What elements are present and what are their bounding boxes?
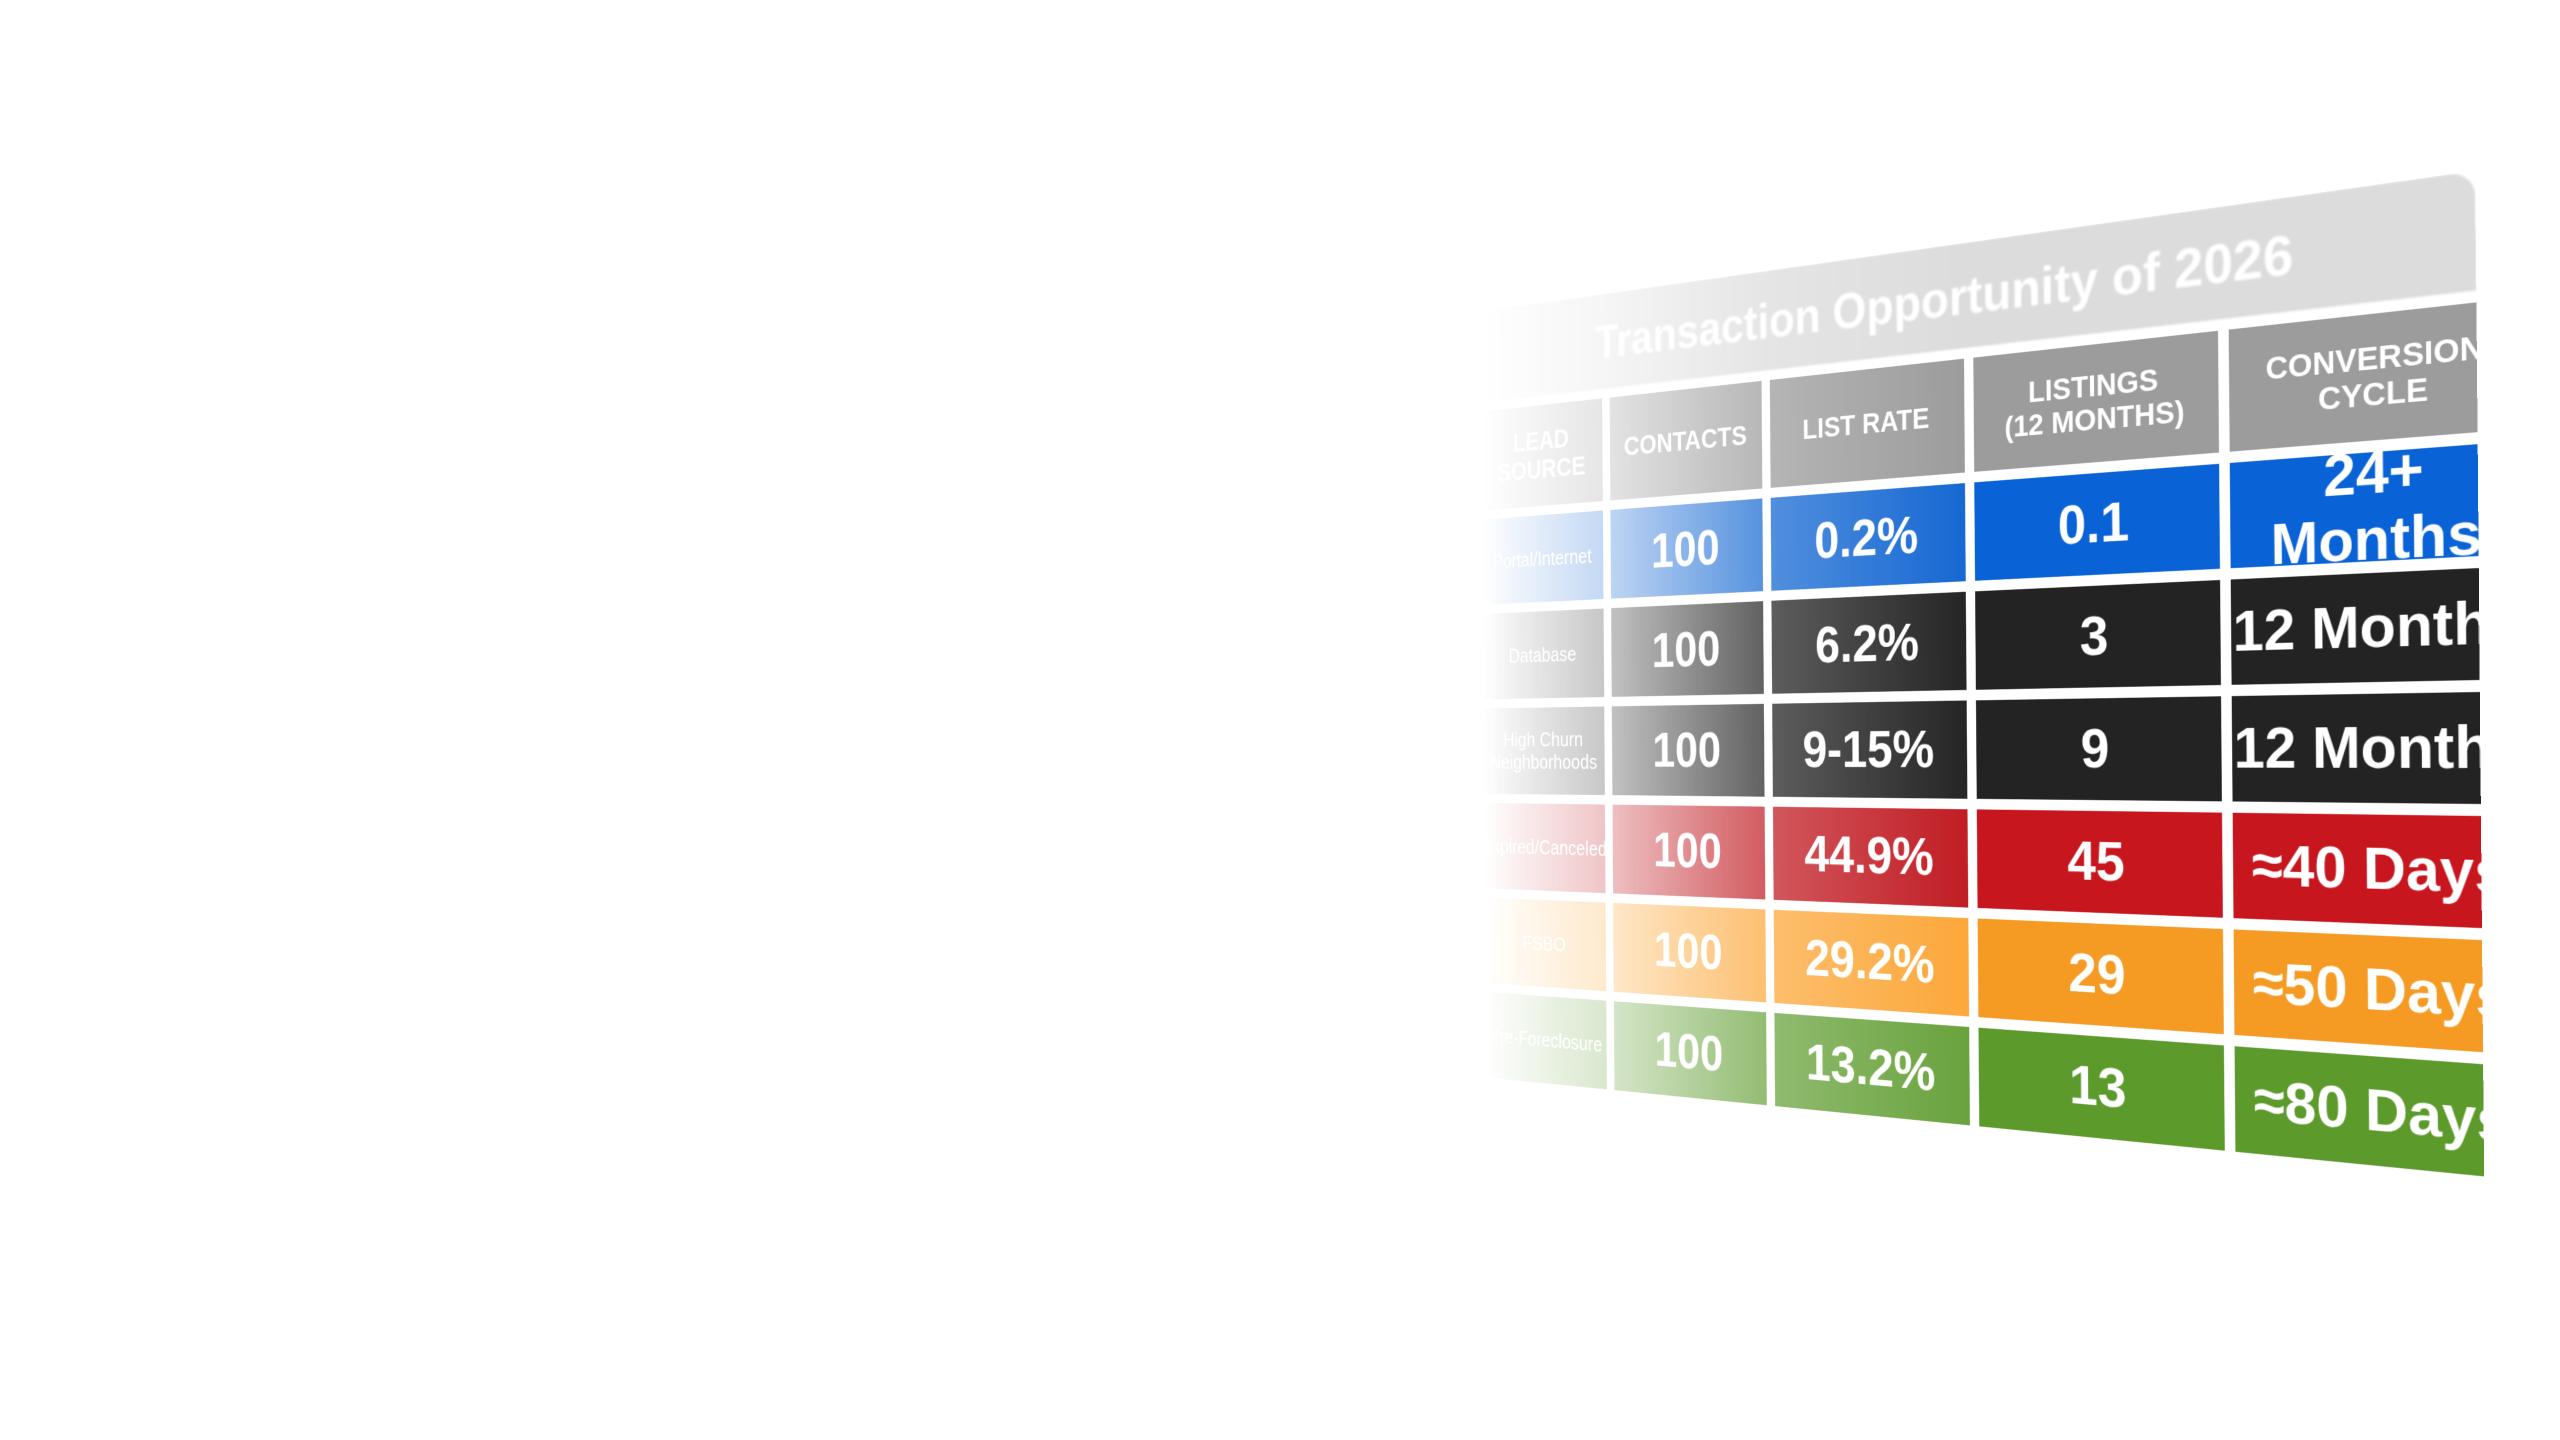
cell-list-rate: 6.2% [1771,591,1967,694]
cell-source: FSBO [1484,897,1607,992]
cell-cycle: 12 Months [2231,691,2530,805]
header-lead-source: LEAD SOURCE [1480,398,1603,511]
cell-source: Pre-Foreclosure [1484,991,1607,1090]
header-list-rate: LIST RATE [1769,358,1965,488]
opportunity-table: Transaction Opportunity of 2026 LEAD SOU… [1480,170,2534,1251]
cell-listings: 3 [1975,580,2221,690]
cell-contacts: 100 [1612,804,1766,900]
cell-list-rate: 9-15% [1772,700,1968,799]
cell-cycle: ≈80 Days [2234,1046,2534,1182]
cell-cycle: ≈40 Days [2232,812,2531,931]
cell-list-rate: 13.2% [1774,1012,1970,1126]
cell-listings: 29 [1977,918,2224,1035]
cell-contacts: 100 [1613,1001,1767,1106]
cell-list-rate: 44.9% [1772,806,1969,908]
cell-contacts: 100 [1611,703,1765,797]
table-grid: LEAD SOURCE CONTACTS LIST RATE LISTINGS … [1480,297,2534,1182]
cell-list-rate: 29.2% [1773,909,1970,1017]
cell-contacts: 100 [1613,902,1767,1003]
cell-source: High Churn Neighborhoods [1482,706,1605,796]
header-conversion-cycle: CONVERSION CYCLE [2228,297,2527,452]
cell-source: Expired/Canceled [1482,802,1607,894]
cell-cycle: 12 Months [2230,565,2529,685]
cell-source: Database [1482,608,1605,700]
table-graphic: Transaction Opportunity of 2026 LEAD SOU… [1140,150,2534,1300]
cell-cycle: 24+ Months [2229,435,2528,578]
cell-source: Portal/Internet [1481,510,1604,605]
header-listings: LISTINGS (12 MONTHS) [1973,330,2220,472]
cell-listings: 0.1 [1974,463,2220,581]
cell-listings: 9 [1975,696,2222,802]
cell-listings: 45 [1976,809,2223,918]
cell-cycle: ≈50 Days [2233,929,2532,1056]
cell-list-rate: 0.2% [1770,483,1966,591]
cell-listings: 13 [1978,1027,2225,1151]
header-contacts: CONTACTS [1609,380,1763,501]
cell-contacts: 100 [1611,601,1764,697]
cell-contacts: 100 [1610,498,1764,599]
